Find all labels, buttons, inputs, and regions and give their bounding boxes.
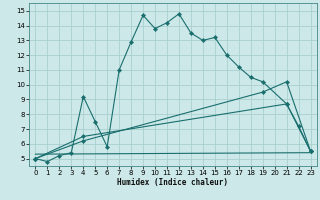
X-axis label: Humidex (Indice chaleur): Humidex (Indice chaleur)	[117, 178, 228, 187]
